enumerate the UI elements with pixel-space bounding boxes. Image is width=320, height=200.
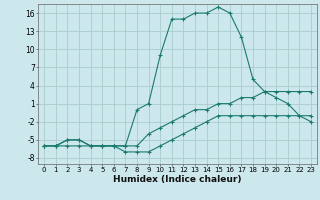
X-axis label: Humidex (Indice chaleur): Humidex (Indice chaleur) xyxy=(113,175,242,184)
